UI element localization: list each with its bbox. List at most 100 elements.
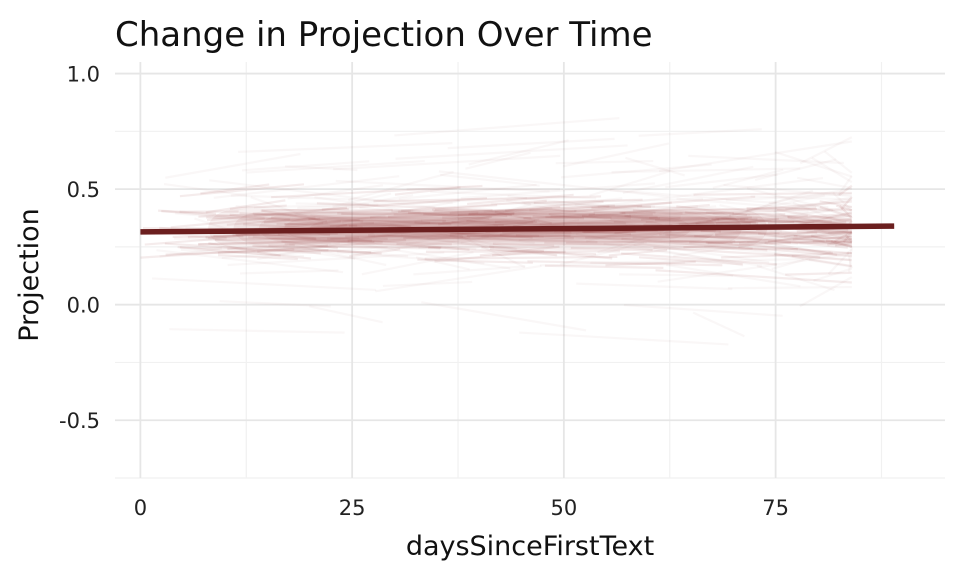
trajectory-line bbox=[603, 242, 762, 267]
trajectory-line bbox=[252, 235, 442, 249]
trajectory-line bbox=[460, 182, 656, 200]
y-tick-label: 0.5 bbox=[67, 178, 100, 202]
trajectory-line bbox=[221, 245, 388, 260]
trajectory-line bbox=[529, 209, 656, 214]
trajectory-line bbox=[257, 241, 383, 253]
trajectory-line bbox=[799, 234, 852, 245]
trajectory-line bbox=[489, 245, 613, 260]
trajectory-line bbox=[673, 229, 849, 258]
trajectory-line bbox=[771, 250, 832, 271]
trajectory-line bbox=[621, 237, 768, 252]
trajectory-line bbox=[198, 239, 407, 246]
trajectory-line bbox=[768, 218, 852, 225]
trajectory-line bbox=[844, 234, 853, 243]
trajectory-line bbox=[625, 156, 686, 177]
trajectory-line bbox=[819, 206, 853, 219]
trajectory-line bbox=[179, 183, 305, 198]
trajectory-line bbox=[347, 170, 454, 202]
trajectory-line bbox=[754, 158, 837, 181]
trajectory-line bbox=[621, 203, 710, 215]
trajectory-line bbox=[632, 235, 798, 239]
trajectory-line bbox=[276, 223, 411, 228]
trajectory-line bbox=[174, 237, 331, 245]
trajectory-line bbox=[209, 179, 436, 209]
trajectory-line bbox=[333, 154, 561, 171]
trajectory-line bbox=[481, 246, 653, 252]
trajectory-line bbox=[638, 256, 743, 266]
trajectory-line bbox=[814, 228, 852, 235]
trajectory-line bbox=[619, 211, 786, 216]
trajectory-line bbox=[582, 230, 672, 233]
trajectory-line bbox=[288, 243, 387, 267]
trajectory-line bbox=[590, 258, 804, 264]
trajectory-line bbox=[316, 202, 493, 212]
trajectory-line bbox=[745, 194, 826, 213]
trajectory-line bbox=[589, 170, 670, 197]
trajectory-line bbox=[347, 241, 511, 270]
trajectory-line bbox=[213, 175, 400, 199]
trajectory-line bbox=[825, 239, 852, 243]
trajectory-line bbox=[447, 137, 615, 150]
trajectory-line bbox=[819, 200, 853, 208]
trajectory-line bbox=[241, 160, 370, 172]
trajectory-line bbox=[848, 245, 853, 273]
chart-title: Change in Projection Over Time bbox=[115, 15, 653, 55]
trajectory-line bbox=[659, 233, 852, 244]
trajectory-line bbox=[205, 232, 270, 240]
trajectory-line bbox=[712, 168, 784, 190]
trajectory-line bbox=[297, 196, 528, 210]
trajectory-line bbox=[382, 280, 473, 288]
trajectory-line bbox=[729, 214, 852, 227]
trajectory-line bbox=[229, 213, 291, 221]
trajectory-line bbox=[811, 156, 853, 184]
trajectory-line bbox=[433, 210, 612, 219]
trajectory-line bbox=[700, 230, 818, 234]
trajectory-line bbox=[575, 232, 770, 264]
trajectory-line bbox=[250, 196, 329, 225]
trajectory-line bbox=[164, 242, 321, 255]
trajectory-line bbox=[418, 243, 623, 249]
trajectory-line bbox=[792, 201, 853, 227]
trajectory-line bbox=[169, 328, 345, 334]
trajectory-line bbox=[309, 305, 383, 324]
trajectory-line bbox=[621, 252, 778, 266]
trajectory-line bbox=[812, 239, 852, 243]
trajectory-line bbox=[577, 214, 731, 226]
trajectory-line bbox=[633, 244, 744, 267]
trajectory-line bbox=[394, 186, 461, 196]
trajectory-line bbox=[767, 230, 852, 243]
trajectory-line bbox=[693, 191, 852, 196]
trajectory-line bbox=[738, 242, 833, 255]
trajectory-line bbox=[395, 144, 628, 160]
trajectory-line bbox=[257, 242, 341, 261]
trajectory-line bbox=[373, 195, 602, 203]
trajectory-line bbox=[832, 192, 853, 212]
x-tick-label: 50 bbox=[551, 496, 578, 520]
trajectory-line bbox=[440, 173, 540, 187]
trajectory-line bbox=[665, 173, 778, 189]
y-axis-ticks: -0.5 0.0 0.5 1.0 bbox=[59, 63, 100, 434]
trajectory-line bbox=[609, 188, 829, 209]
trajectory-line bbox=[774, 252, 853, 268]
y-tick-label: 0.0 bbox=[67, 294, 100, 318]
trajectory-line bbox=[527, 260, 723, 267]
trajectory-line bbox=[459, 235, 526, 269]
trajectory-line bbox=[341, 211, 479, 216]
trajectory-line bbox=[566, 240, 736, 244]
trajectory-line bbox=[158, 209, 217, 215]
trajectory-line bbox=[655, 214, 808, 222]
trajectory-line bbox=[287, 184, 384, 200]
trajectory-line bbox=[253, 209, 414, 217]
trajectory-line bbox=[548, 201, 672, 216]
trajectory-line bbox=[823, 150, 853, 174]
trajectory-line bbox=[165, 248, 295, 256]
trajectory-line bbox=[231, 232, 372, 242]
trajectory-line bbox=[562, 142, 670, 168]
trajectory-line bbox=[492, 242, 555, 247]
trajectory-line bbox=[776, 208, 853, 224]
trajectory-line bbox=[613, 220, 832, 224]
trajectory-line bbox=[518, 234, 746, 242]
trajectory-line bbox=[450, 232, 540, 237]
trajectory-line bbox=[622, 165, 754, 194]
